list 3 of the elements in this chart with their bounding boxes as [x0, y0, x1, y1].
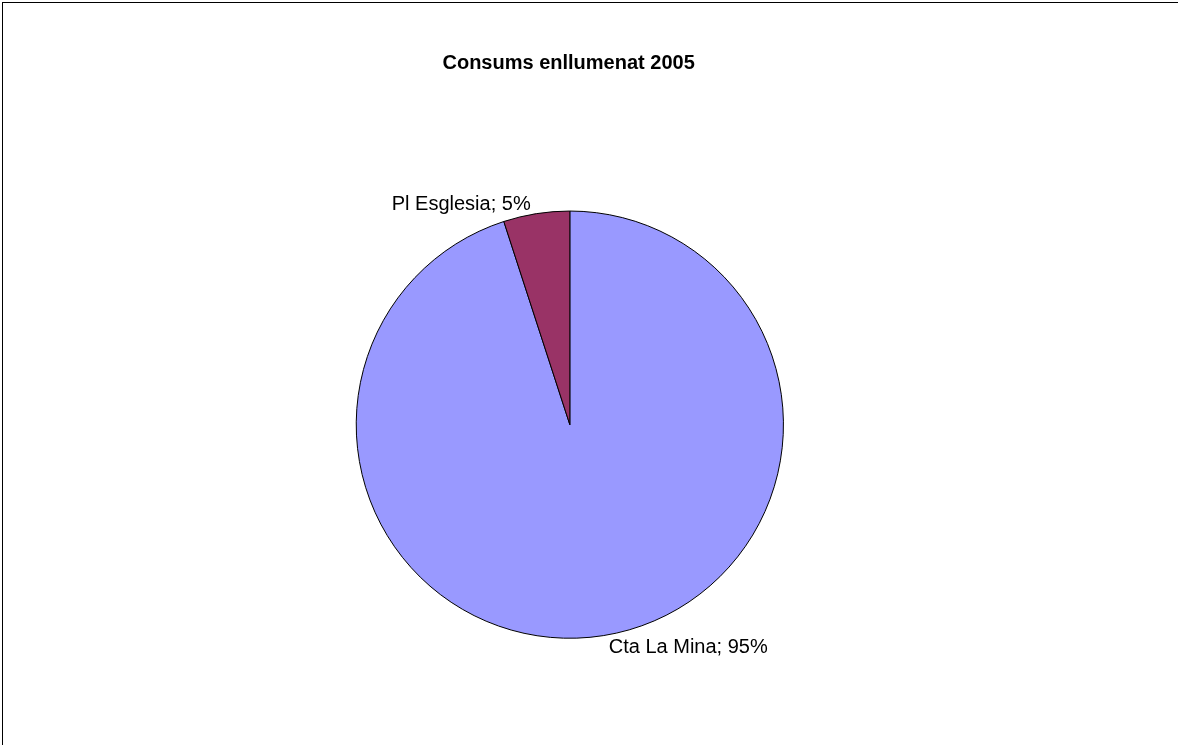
chart-title: Consums enllumenat 2005 — [442, 51, 695, 74]
slice-label: Pl Esglesia; 5% — [391, 191, 531, 214]
slice-label: Cta La Mina; 95% — [608, 635, 768, 658]
